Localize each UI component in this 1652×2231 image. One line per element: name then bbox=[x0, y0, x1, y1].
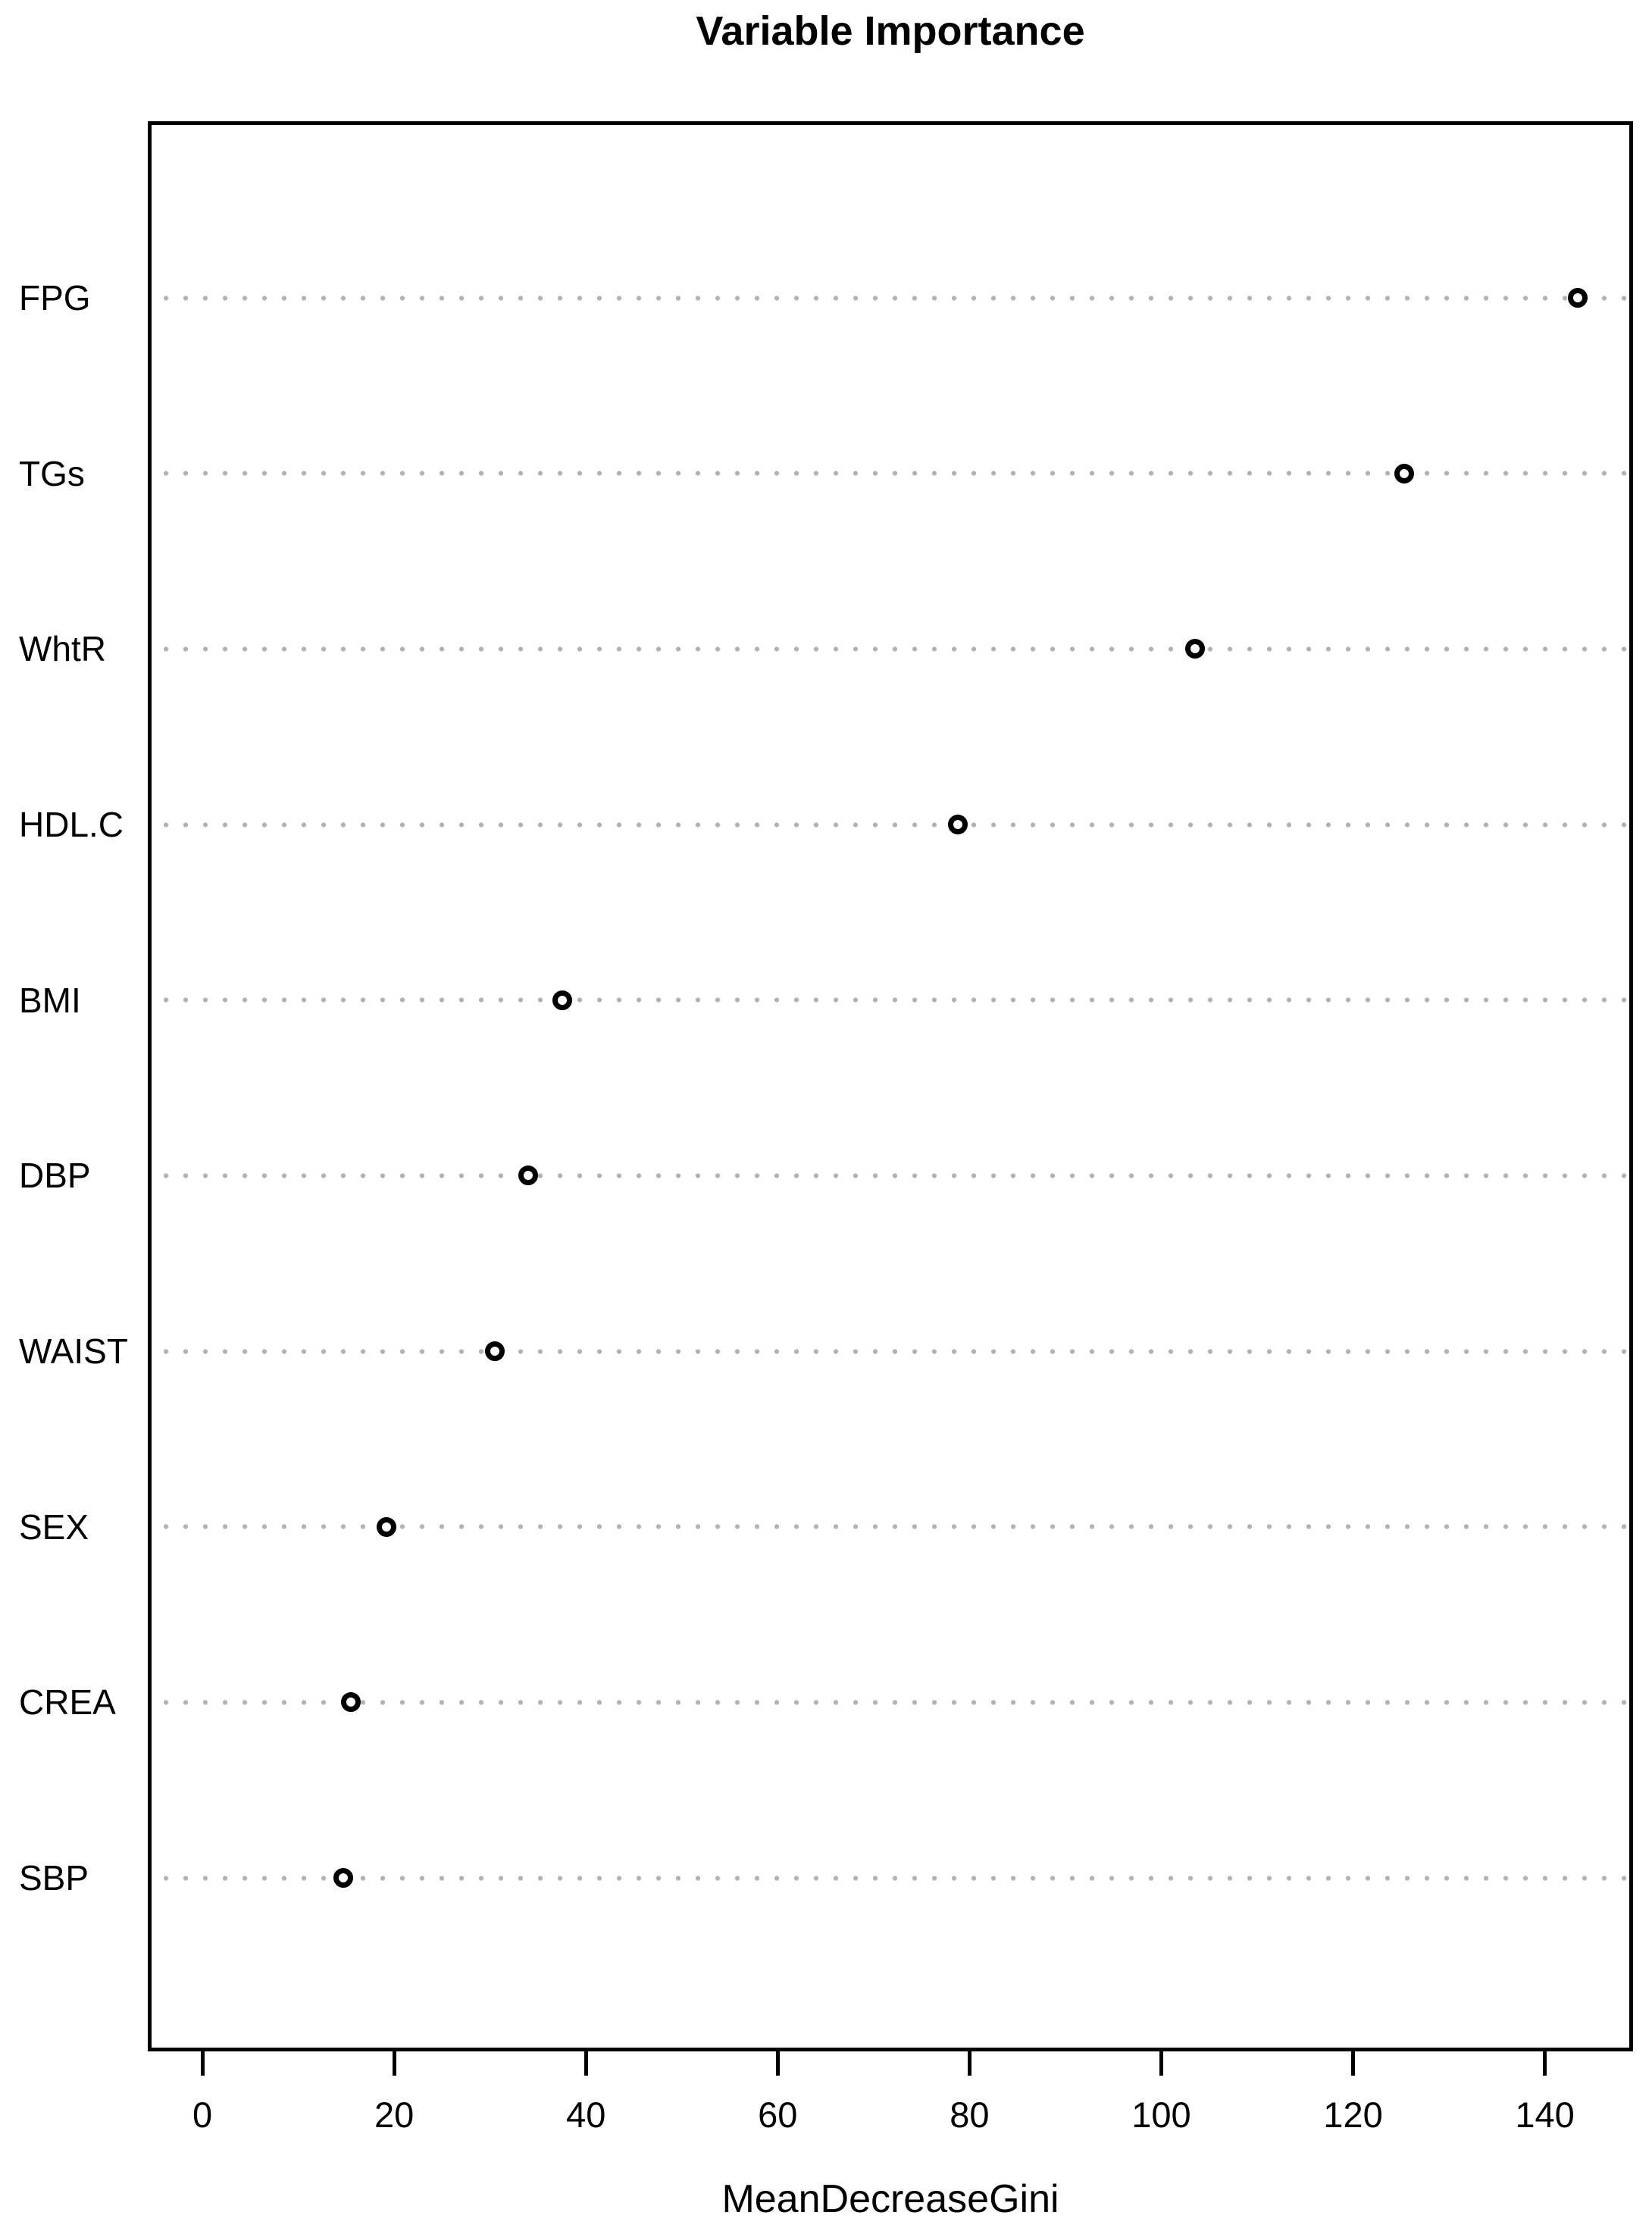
chart-title: Variable Importance bbox=[696, 8, 1085, 54]
gridline-sex bbox=[152, 1524, 1628, 1530]
x-tick-100 bbox=[1159, 2051, 1163, 2076]
y-label-sex: SEX bbox=[19, 1507, 89, 1547]
gridline-hdl-c bbox=[152, 821, 1628, 828]
data-point-dbp bbox=[518, 1166, 539, 1186]
y-label-hdl-c: HDL.C bbox=[19, 805, 124, 844]
y-label-waist: WAIST bbox=[19, 1331, 128, 1371]
data-point-hdl-c bbox=[948, 815, 968, 834]
x-tick-140 bbox=[1543, 2051, 1547, 2076]
gridline-bmi bbox=[152, 997, 1628, 1003]
y-label-whtr: WhtR bbox=[19, 629, 106, 669]
gridline-sbp bbox=[152, 1875, 1628, 1881]
x-tick-label-60: 60 bbox=[758, 2095, 798, 2135]
data-point-whtr bbox=[1184, 639, 1205, 659]
x-tick-60 bbox=[775, 2051, 780, 2076]
gridline-fpg bbox=[152, 295, 1628, 301]
y-label-bmi: BMI bbox=[19, 980, 81, 1020]
x-tick-label-80: 80 bbox=[950, 2095, 990, 2135]
gridline-waist bbox=[152, 1348, 1628, 1354]
x-tick-label-0: 0 bbox=[192, 2095, 213, 2135]
x-tick-label-140: 140 bbox=[1515, 2095, 1575, 2135]
y-label-sbp: SBP bbox=[19, 1858, 89, 1898]
x-tick-label-100: 100 bbox=[1131, 2095, 1191, 2135]
x-tick-label-40: 40 bbox=[566, 2095, 606, 2135]
x-axis-title: MeanDecreaseGini bbox=[721, 2177, 1059, 2221]
gridline-dbp bbox=[152, 1172, 1628, 1178]
x-tick-80 bbox=[967, 2051, 971, 2076]
data-point-waist bbox=[485, 1341, 505, 1361]
gridline-whtr bbox=[152, 646, 1628, 652]
y-label-fpg: FPG bbox=[19, 278, 91, 318]
y-label-tgs: TGs bbox=[19, 453, 85, 493]
data-point-tgs bbox=[1394, 463, 1414, 483]
gridline-crea bbox=[152, 1699, 1628, 1705]
y-label-dbp: DBP bbox=[19, 1156, 91, 1196]
data-point-crea bbox=[341, 1692, 361, 1713]
data-point-sex bbox=[377, 1516, 397, 1537]
x-tick-120 bbox=[1351, 2051, 1356, 2076]
x-tick-label-20: 20 bbox=[374, 2095, 415, 2135]
y-label-crea: CREA bbox=[19, 1682, 116, 1723]
x-tick-label-120: 120 bbox=[1323, 2095, 1383, 2135]
x-tick-0 bbox=[200, 2051, 205, 2076]
plot-area bbox=[148, 121, 1633, 2051]
x-tick-20 bbox=[392, 2051, 396, 2076]
data-point-sbp bbox=[333, 1868, 354, 1888]
gridline-tgs bbox=[152, 471, 1628, 477]
data-point-fpg bbox=[1567, 288, 1588, 308]
x-tick-40 bbox=[584, 2051, 588, 2076]
data-point-bmi bbox=[552, 990, 572, 1010]
